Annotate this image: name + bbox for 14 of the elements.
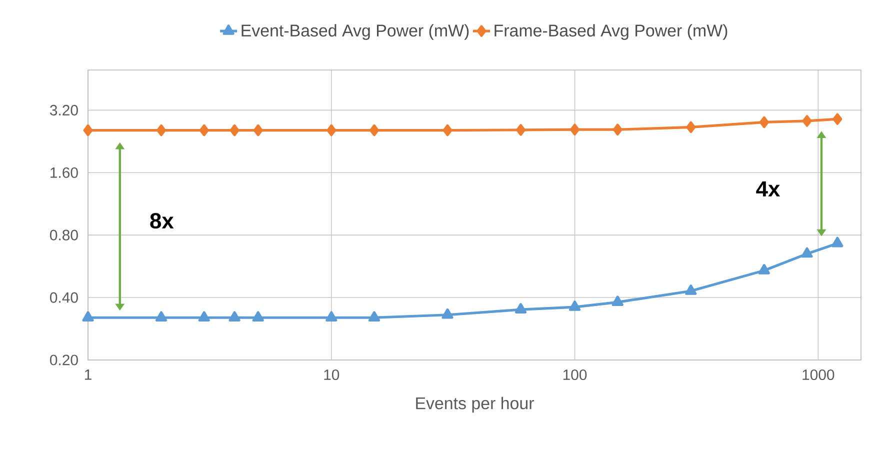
x-tick-label: 1000 xyxy=(802,369,834,380)
x-tick-label: 100 xyxy=(563,369,587,380)
annotation: 4x xyxy=(756,181,780,196)
x-axis-title: Events per hour xyxy=(416,396,534,413)
legend-label: Frame-Based Avg Power (mW) xyxy=(494,24,728,40)
y-tick-label: 0.80 xyxy=(50,230,78,240)
y-tick-label: 1.60 xyxy=(50,167,78,178)
y-tick-label: 0.20 xyxy=(50,354,78,366)
x-tick-label: 10 xyxy=(324,369,340,380)
annotation: 8x xyxy=(150,213,174,229)
y-tick-label: 3.20 xyxy=(50,104,78,116)
legend-label: Event-Based Avg Power (mW) xyxy=(242,24,469,40)
x-tick-label: 1 xyxy=(84,369,92,380)
y-tick-label: 0.40 xyxy=(50,292,78,303)
